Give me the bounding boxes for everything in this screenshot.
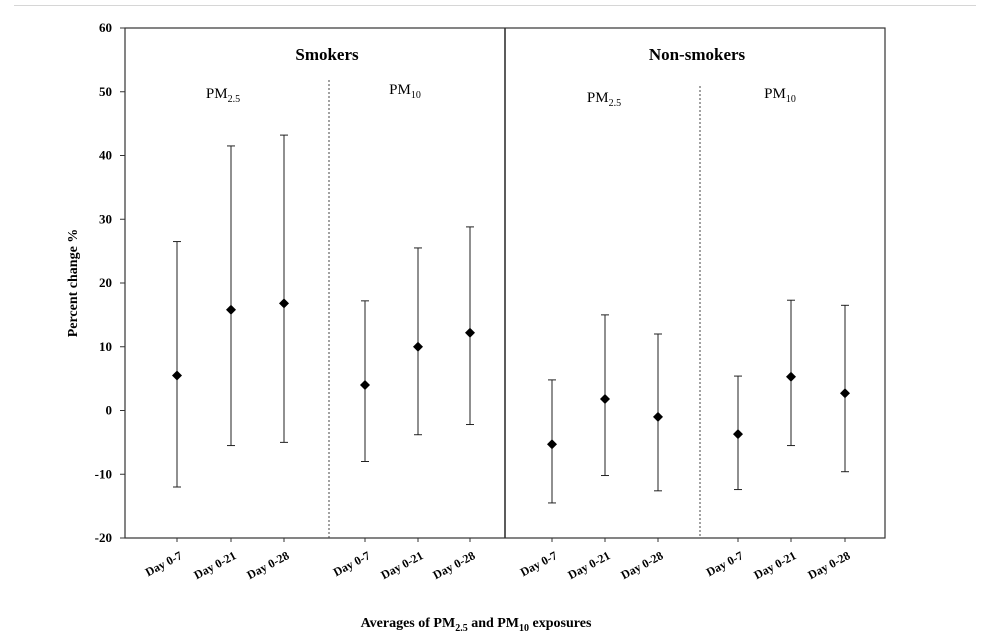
data-point	[279, 298, 289, 309]
x-tick-label: Day 0-7	[331, 548, 373, 579]
x-tick-label: Day 0-28	[431, 548, 478, 582]
group-title: Non-smokers	[649, 45, 746, 64]
data-point	[653, 411, 663, 422]
x-tick-label: Day 0-21	[379, 548, 426, 582]
y-tick-label: 0	[106, 403, 113, 418]
data-point	[733, 429, 743, 440]
y-tick-label: -20	[95, 530, 112, 545]
y-axis-title: Percent change %	[66, 229, 81, 338]
y-tick-label: 40	[99, 148, 112, 163]
y-tick-label: 60	[99, 20, 112, 35]
data-point	[172, 370, 182, 381]
y-tick-label: 30	[99, 211, 112, 226]
x-tick-label: Day 0-7	[143, 548, 185, 579]
data-point	[465, 327, 475, 338]
x-tick-label: Day 0-28	[806, 548, 853, 582]
x-tick-label: Day 0-21	[566, 548, 613, 582]
plot-area: -20 -10 0 10 20 30 40 50 60 Smokers Non-smokers PM2…	[95, 20, 886, 582]
x-tick-label: Day 0-7	[518, 548, 560, 579]
data-point	[226, 304, 236, 315]
top-divider-line	[14, 5, 976, 6]
panel-label: PM10	[389, 82, 421, 101]
x-tick-label: Day 0-28	[245, 548, 292, 582]
x-tick-label: Day 0-7	[704, 548, 746, 579]
data-point	[786, 371, 796, 382]
x-tick-label: Day 0-21	[192, 548, 239, 582]
data-point	[413, 341, 423, 352]
panel-label: PM10	[764, 86, 796, 105]
data-point	[840, 388, 850, 399]
y-tick-label: 10	[99, 339, 112, 354]
x-tick-label: Day 0-28	[619, 548, 666, 582]
data-point	[600, 394, 610, 405]
y-tick-label: 20	[99, 275, 112, 290]
data-point	[360, 380, 370, 390]
y-tick-label: -10	[95, 466, 112, 481]
panel-label: PM2.5	[587, 90, 621, 109]
x-tick-label: Day 0-21	[752, 548, 799, 582]
data-point	[547, 439, 557, 450]
y-tick-label: 50	[99, 84, 112, 99]
panel-label: PM2.5	[206, 86, 240, 105]
x-axis-title: Averages of PM2.5 and PM10 exposures	[361, 616, 592, 634]
group-title: Smokers	[295, 45, 359, 64]
